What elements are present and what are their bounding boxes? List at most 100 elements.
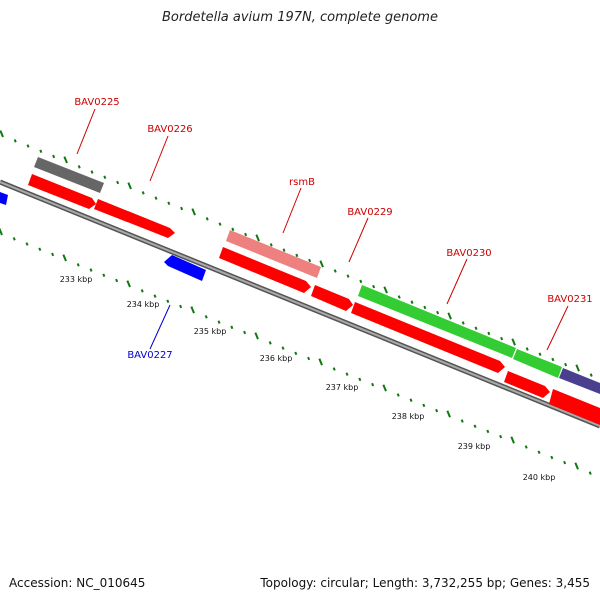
tick-mark xyxy=(446,410,451,418)
tick-mark xyxy=(141,191,145,195)
gene-label-bav0231[interactable]: BAV0231 xyxy=(547,294,592,305)
tick-mark xyxy=(589,373,593,377)
scale-label: 238 kbp xyxy=(392,412,425,421)
tick-mark xyxy=(218,222,222,226)
map-title: Bordetella avium 197N, complete genome xyxy=(162,10,438,25)
tick-mark xyxy=(268,341,272,345)
tick-mark xyxy=(410,300,414,304)
tick-mark xyxy=(307,356,311,361)
tick-mark xyxy=(550,455,554,460)
tick-mark xyxy=(319,260,324,268)
tick-mark xyxy=(295,253,299,258)
tick-mark xyxy=(243,330,247,335)
tick-mark xyxy=(371,382,375,387)
gene-red-2[interactable] xyxy=(94,199,175,238)
gene-red-1[interactable] xyxy=(28,174,96,209)
tick-mark xyxy=(38,247,42,251)
tick-mark xyxy=(436,310,440,315)
tick-mark xyxy=(255,234,260,242)
gene-label-bav0225[interactable]: BAV0225 xyxy=(74,97,119,108)
tick-mark xyxy=(244,232,248,237)
tick-mark xyxy=(510,436,515,444)
accession-text: Accession: NC_010645 xyxy=(9,576,146,590)
tick-mark xyxy=(217,320,221,324)
tick-mark xyxy=(575,364,580,372)
scale-label: 240 kbp xyxy=(523,473,556,482)
tick-mark xyxy=(551,357,555,362)
gene-bav0230-b[interactable] xyxy=(513,349,562,378)
tick-mark xyxy=(153,294,157,298)
tick-mark xyxy=(205,217,209,221)
tick-mark xyxy=(179,304,183,309)
tick-mark xyxy=(190,306,195,314)
gene-label-bav0227[interactable]: BAV0227 xyxy=(127,350,172,361)
tick-mark xyxy=(537,450,541,455)
tick-mark xyxy=(525,347,529,351)
tick-mark xyxy=(588,471,592,475)
gene-red-4[interactable] xyxy=(351,302,505,373)
tick-mark xyxy=(372,284,376,289)
scale-label: 235 kbp xyxy=(194,327,227,336)
tick-mark xyxy=(76,263,80,267)
tick-mark xyxy=(77,165,81,169)
gene-blue-left[interactable] xyxy=(0,192,8,205)
tick-mark xyxy=(473,424,477,428)
tick-mark xyxy=(89,268,93,272)
gene-red-6[interactable] xyxy=(549,389,600,425)
gene-bav0225[interactable] xyxy=(34,157,104,193)
tick-mark xyxy=(127,182,132,190)
scale-label-group: 233 kbp 234 kbp 235 kbp 236 kbp 237 kbp … xyxy=(60,275,556,482)
tick-mark xyxy=(359,279,363,284)
tick-mark xyxy=(500,336,504,341)
tick-mark xyxy=(63,156,68,164)
tick-mark xyxy=(308,258,312,263)
tick-mark xyxy=(191,208,196,216)
tick-mark xyxy=(51,252,55,257)
tick-mark xyxy=(346,274,350,278)
tick-mark xyxy=(574,462,579,470)
tick-mark xyxy=(39,149,43,153)
tick-mark xyxy=(294,351,298,356)
scale-label: 237 kbp xyxy=(326,383,359,392)
tick-mark xyxy=(52,154,56,159)
gene-label-rsmb[interactable]: rsmB xyxy=(289,177,315,188)
gene-label-bav0226[interactable]: BAV0226 xyxy=(147,124,192,135)
tick-mark xyxy=(25,242,29,246)
gene-label-bav0230[interactable]: BAV0230 xyxy=(446,248,491,259)
tick-mark xyxy=(383,286,388,294)
scale-label: 239 kbp xyxy=(458,442,491,451)
tick-mark xyxy=(13,139,17,143)
tick-mark xyxy=(282,248,286,252)
tick-mark xyxy=(166,299,170,304)
outer-tick-ring xyxy=(0,130,593,377)
gene-bav0231[interactable] xyxy=(559,368,600,394)
tick-mark xyxy=(140,289,144,293)
tick-mark xyxy=(254,332,259,340)
tick-mark xyxy=(563,460,567,465)
tick-mark xyxy=(204,315,208,319)
tick-mark xyxy=(332,367,336,371)
gene-red-3[interactable] xyxy=(219,247,311,293)
scale-label: 233 kbp xyxy=(60,275,93,284)
gene-rsmb[interactable] xyxy=(226,230,321,278)
tick-mark xyxy=(461,321,465,325)
gene-red-5[interactable] xyxy=(504,371,550,398)
gene-bav0229[interactable] xyxy=(311,285,353,311)
scale-label: 236 kbp xyxy=(260,354,293,363)
tick-mark xyxy=(435,408,439,413)
gene-features xyxy=(0,157,600,425)
tick-mark xyxy=(345,372,349,376)
tick-mark xyxy=(422,403,426,408)
tick-mark xyxy=(409,398,413,402)
tick-mark xyxy=(167,201,171,206)
tick-mark xyxy=(423,305,427,310)
tick-mark xyxy=(281,346,285,350)
gene-bav0230-a[interactable] xyxy=(358,285,516,358)
tick-mark xyxy=(180,206,184,211)
tick-mark xyxy=(524,445,528,449)
gene-bav0227[interactable] xyxy=(164,255,206,281)
gene-label-bav0229[interactable]: BAV0229 xyxy=(347,207,392,218)
tick-mark xyxy=(154,196,158,200)
label-leaders xyxy=(76,108,569,351)
